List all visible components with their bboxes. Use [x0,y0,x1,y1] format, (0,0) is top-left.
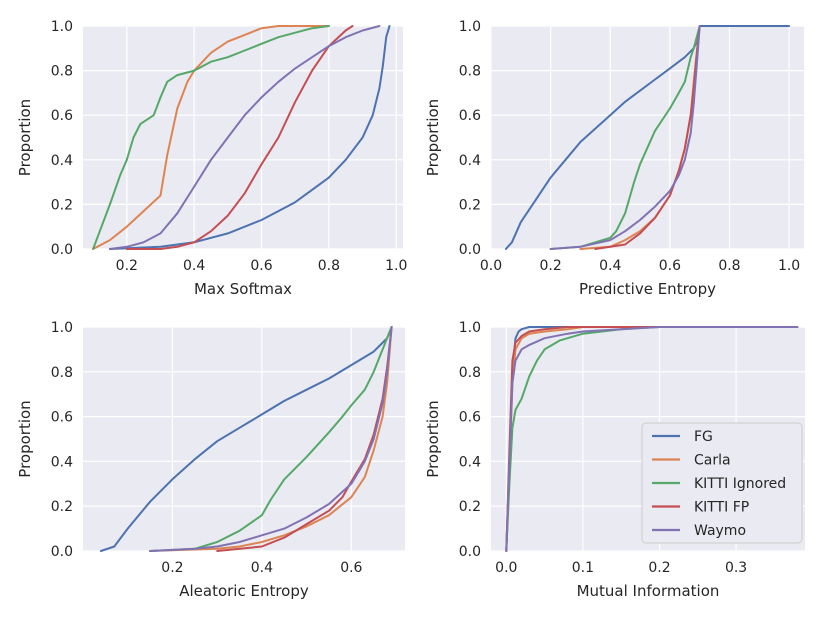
y-axis-label: Proportion [424,400,442,477]
series-line-kitti-ignored [549,25,701,250]
y-tick-label: 0.6 [51,410,73,426]
x-tick-label: 0.4 [183,258,205,274]
series-line-waymo [149,326,393,552]
x-tick-label: 0.2 [648,560,670,576]
x-tick-label: 1.0 [778,258,800,274]
chart-panel-1: 0.2 0.4 0.6 0.8 1.0 0.0 0.2 0.4 0.6 0.8 1.0 Max Sof… [16,19,407,298]
series-line-waymo [108,25,381,250]
x-tick-label: 1.0 [385,258,407,274]
x-axis-label: Mutual Information [577,582,720,600]
y-tick-label: 0.6 [459,108,481,124]
y-axis-label: Proportion [16,400,34,477]
y-tick-label: 0.6 [51,108,73,124]
x-axis-label: Aleatoric Entropy [179,582,309,600]
x-tick-label: 0.3 [725,560,747,576]
y-tick-label: 0.8 [51,64,73,80]
y-tick-label: 1.0 [51,19,73,35]
chart-panel-2: 0.0 0.2 0.4 0.6 0.8 1.0 0.0 0.2 0.4 0.6 0.8 1.0 Pred… [424,19,804,298]
y-tick-label: 0.6 [459,410,481,426]
y-tick-label: 0.2 [51,499,73,515]
x-axis-label: Predictive Entropy [579,280,716,298]
y-tick-label: 0.8 [51,365,73,381]
chart-panel-3: 0.2 0.4 0.6 0.0 0.2 0.4 0.6 0.8 1.0 Aleatoric Ent… [16,320,405,600]
y-tick-label: 0.4 [459,153,481,169]
series-line-fg [108,25,391,250]
y-tick-label: 0.0 [51,544,73,560]
x-tick-label: 0.8 [718,258,740,274]
x-tick-label: 0.0 [495,560,517,576]
legend-entry-label: KITTI FP [694,500,749,516]
legend: FG Carla KITTI Ignored KITTI FP Waymo [641,422,803,544]
y-tick-label: 1.0 [459,19,481,35]
legend-entry-label: Waymo [694,523,746,539]
legend-entry-label: KITTI Ignored [694,476,786,492]
y-tick-label: 1.0 [459,320,481,336]
x-tick-label: 0.0 [480,258,502,274]
y-tick-label: 0.0 [459,242,481,258]
x-axis-label: Max Softmax [194,280,292,298]
series-line-kitti-fp [594,25,701,250]
legend-box [641,422,803,544]
legend-entry-label: Carla [694,453,731,469]
y-tick-label: 0.4 [51,153,73,169]
y-tick-label: 0.2 [51,197,73,213]
series-line-carla [92,25,330,250]
x-tick-label: 0.2 [116,258,138,274]
series-line-waymo [505,326,799,552]
x-tick-label: 0.4 [599,258,621,274]
series-line-carla [149,326,393,552]
series-line-kitti-ignored [149,326,393,552]
series-line-waymo [549,25,701,250]
y-tick-label: 0.4 [51,454,73,470]
y-axis-label: Proportion [424,99,442,176]
y-tick-label: 0.2 [459,197,481,213]
x-tick-label: 0.1 [572,560,594,576]
x-tick-label: 0.2 [539,258,561,274]
x-tick-label: 0.8 [318,258,340,274]
x-tick-label: 0.2 [161,560,183,576]
y-tick-label: 1.0 [51,320,73,336]
y-tick-label: 0.4 [459,454,481,470]
y-tick-label: 0.0 [51,242,73,258]
x-tick-label: 0.6 [659,258,681,274]
y-axis-label: Proportion [16,99,34,176]
series-line-kitti-ignored [92,25,330,250]
x-tick-label: 0.6 [250,258,272,274]
y-tick-label: 0.8 [459,64,481,80]
plot-area [491,26,804,249]
plot-area [83,26,403,249]
plot-area [83,327,405,551]
x-tick-label: 0.6 [340,560,362,576]
series-line-fg [99,326,393,552]
y-tick-label: 0.2 [459,499,481,515]
x-tick-label: 0.4 [251,560,273,576]
y-tick-label: 0.0 [459,544,481,560]
y-tick-label: 0.8 [459,365,481,381]
legend-entry-label: FG [694,429,713,445]
series-line-kitti-fp [125,25,354,250]
